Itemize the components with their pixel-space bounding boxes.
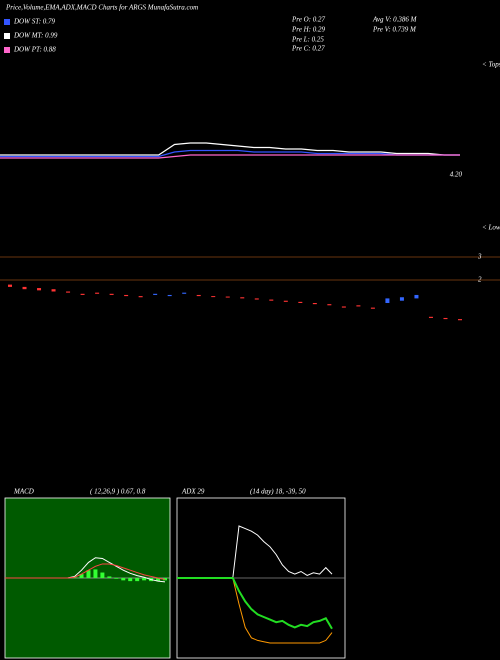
- candle: [167, 294, 172, 297]
- tops-label: < Tops: [482, 61, 500, 69]
- y-tick-label: 2: [478, 276, 482, 284]
- panel-title: MACD: [13, 488, 34, 496]
- legend-swatch: [4, 19, 10, 25]
- histogram-bar: [107, 576, 112, 578]
- panel-subtitle: (14 day) 18, -39, 50: [250, 488, 306, 496]
- candle: [298, 301, 303, 303]
- candle: [327, 304, 332, 306]
- candle: [8, 284, 12, 287]
- candle: [399, 297, 404, 301]
- candle: [37, 288, 42, 291]
- candle: [51, 289, 56, 292]
- y-tick-label: 4.20: [450, 171, 463, 179]
- histogram-bar: [86, 570, 91, 578]
- legend-entry: DOW MT: 0.99: [13, 32, 58, 40]
- candle: [240, 297, 245, 299]
- legend-swatch: [4, 33, 10, 39]
- candle: [225, 296, 230, 298]
- title: Price,Volume,EMA,ADX,MACD Charts for ARG…: [5, 4, 198, 12]
- candle: [22, 286, 27, 290]
- candle: [356, 305, 361, 307]
- series-line: [0, 154, 460, 159]
- candle: [341, 306, 346, 308]
- legend-entry: DOW ST: 0.79: [13, 18, 56, 26]
- candle: [66, 291, 71, 293]
- candle: [138, 296, 143, 298]
- series-line: [0, 149, 460, 158]
- panel-subtitle: ( 12,26,9 ) 0.67, 0.8: [90, 488, 146, 496]
- legend-swatch: [4, 47, 10, 53]
- histogram-bar: [156, 578, 161, 582]
- y-tick-label: 3: [477, 253, 482, 261]
- info: Pre H: 0.29: [291, 26, 325, 34]
- histogram-bar: [100, 572, 105, 578]
- candle: [443, 317, 448, 320]
- candle: [428, 316, 433, 318]
- histogram-bar: [114, 578, 119, 579]
- histogram-bar: [135, 578, 140, 582]
- candle: [269, 299, 274, 301]
- series-line: [177, 577, 333, 630]
- lows-label: < Lows: [482, 224, 500, 232]
- candle: [458, 319, 462, 321]
- candle: [414, 294, 419, 299]
- candle: [95, 292, 100, 294]
- candle: [182, 292, 187, 294]
- candle: [153, 293, 158, 295]
- histogram-bar: [79, 574, 84, 578]
- candle: [196, 294, 201, 297]
- info: Pre L: 0.25: [291, 36, 324, 44]
- candle: [385, 298, 390, 303]
- candle: [283, 300, 288, 302]
- histogram-bar: [142, 578, 147, 581]
- series-line: [0, 142, 460, 156]
- candle: [109, 293, 114, 295]
- histogram-bar: [128, 578, 133, 582]
- info: Pre C: 0.27: [291, 45, 325, 53]
- series-line: [5, 563, 166, 581]
- candle: [124, 294, 129, 297]
- candle: [370, 307, 375, 309]
- candle: [80, 293, 85, 295]
- candle: [254, 298, 259, 300]
- candle: [211, 296, 216, 298]
- info: Avg V: 0.386 M: [372, 16, 418, 24]
- info: Pre V: 0.739 M: [372, 26, 417, 34]
- candle: [312, 303, 317, 305]
- histogram-bar: [121, 578, 126, 581]
- histogram-bar: [93, 569, 98, 578]
- panel-title: ADX 29: [181, 488, 205, 496]
- info: Pre O: 0.27: [291, 16, 325, 24]
- legend-entry: DOW PT: 0.88: [13, 46, 56, 54]
